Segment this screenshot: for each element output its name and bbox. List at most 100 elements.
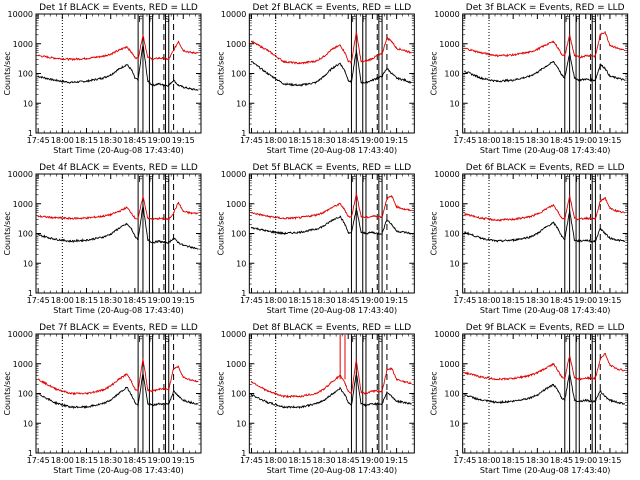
- events-data-point: [331, 393, 333, 395]
- region-label: S: [378, 15, 383, 24]
- events-data-point: [347, 79, 349, 81]
- events-data-point: [147, 239, 149, 241]
- lld-data-point: [569, 194, 571, 197]
- events-series-line: [37, 205, 198, 250]
- lld-data-point: [573, 217, 576, 219]
- lld-data-point: [142, 195, 144, 197]
- lld-data-point: [512, 218, 514, 220]
- events-data-point: [197, 248, 199, 250]
- lld-data-point: [134, 56, 136, 58]
- lld-data-point: [168, 58, 170, 60]
- x-tick-label: 18:15: [75, 456, 98, 465]
- events-data-point: [126, 386, 128, 389]
- x-tick-label: 18:00: [264, 456, 287, 465]
- x-tick-label: 19:15: [172, 136, 195, 145]
- events-data-point: [147, 403, 149, 405]
- lld-data-point: [395, 47, 398, 49]
- events-series-line: [37, 373, 198, 410]
- lld-data-point: [267, 390, 269, 392]
- x-axis-label: Start Time (20-Aug-08 17:43:40): [267, 146, 398, 155]
- lld-data-point: [560, 53, 563, 55]
- events-data-point: [386, 67, 388, 69]
- region-box: [350, 173, 357, 294]
- lld-data-point: [110, 385, 112, 387]
- events-data-point: [347, 401, 349, 404]
- events-data-point: [163, 84, 165, 86]
- region-label: S: [165, 175, 170, 184]
- events-series-line: [251, 208, 412, 236]
- plot-frame: [35, 13, 202, 134]
- y-axis-label: Counts/sec: [430, 51, 439, 95]
- lld-data-point: [410, 382, 412, 384]
- lld-data-point: [137, 390, 139, 392]
- events-data-point: [339, 62, 341, 64]
- lld-data-point: [142, 357, 144, 360]
- events-data-point: [395, 400, 398, 402]
- x-axis-label: Start Time (20-Aug-08 17:43:40): [480, 466, 611, 475]
- events-data-point: [557, 67, 559, 69]
- events-data-point: [177, 395, 180, 397]
- lld-data-point: [126, 46, 128, 48]
- y-axis-label: Counts/sec: [430, 211, 439, 255]
- lld-data-point: [267, 49, 269, 51]
- events-data-point: [599, 390, 601, 392]
- region-box: [148, 333, 154, 454]
- events-data-point: [528, 75, 530, 77]
- events-data-point: [126, 63, 128, 66]
- events-data-point: [381, 75, 383, 77]
- events-data-point: [344, 394, 346, 396]
- y-tick-label: 100: [231, 70, 246, 79]
- lld-data-point: [53, 217, 55, 219]
- x-tick-label: 18:45: [337, 136, 360, 145]
- lld-data-point: [464, 213, 466, 215]
- events-data-point: [190, 401, 192, 404]
- chart-panel-7: Det 7f BLACK = Events, RED = LLD 1 10 100 10…: [3, 323, 202, 475]
- lld-data-point: [599, 34, 601, 36]
- region-label: S: [591, 15, 596, 24]
- x-tick-label: 18:45: [123, 136, 146, 145]
- events-data-point: [137, 238, 139, 240]
- events-data-point: [552, 222, 555, 224]
- events-data-point: [37, 75, 39, 77]
- events-series-line: [464, 210, 625, 244]
- x-tick-label: 19:15: [598, 456, 621, 465]
- lld-data-point: [110, 214, 112, 216]
- lld-data-point: [350, 216, 353, 218]
- y-tick-label: 10000: [434, 330, 459, 339]
- lld-data-point: [617, 210, 619, 213]
- x-tick-label: 17:45: [453, 296, 476, 305]
- events-data-point: [623, 79, 626, 81]
- events-data-point: [599, 227, 601, 229]
- events-data-point: [350, 404, 353, 406]
- x-tick-label: 19:00: [361, 136, 384, 145]
- lld-data-point: [177, 366, 180, 368]
- events-data-point: [376, 403, 378, 405]
- lld-data-point: [512, 377, 514, 380]
- events-data-point: [134, 235, 136, 237]
- y-tick-label: 1: [241, 129, 246, 138]
- events-data-point: [102, 403, 104, 405]
- events-data-point: [355, 49, 357, 51]
- events-data-point: [560, 397, 563, 399]
- events-data-point: [85, 80, 88, 82]
- lld-data-point: [37, 378, 39, 380]
- lld-data-point: [250, 381, 253, 383]
- lld-data-point: [299, 395, 301, 397]
- events-data-point: [594, 400, 597, 402]
- events-data-point: [177, 84, 180, 86]
- chart-panel-4: Det 4f BLACK = Events, RED = LLD 1 10 100 10…: [3, 163, 202, 315]
- events-data-point: [480, 399, 482, 401]
- events-data-point: [578, 79, 580, 81]
- events-data-point: [609, 237, 611, 239]
- events-data-point: [152, 241, 154, 244]
- events-data-point: [131, 394, 133, 396]
- region-box: [165, 13, 170, 134]
- lld-data-point: [137, 218, 139, 220]
- events-data-point: [110, 233, 112, 235]
- events-data-point: [85, 239, 88, 241]
- events-data-point: [604, 67, 606, 69]
- x-tick-label: 18:00: [51, 136, 74, 145]
- y-tick-label: 100: [444, 70, 459, 79]
- region-box: [591, 173, 596, 294]
